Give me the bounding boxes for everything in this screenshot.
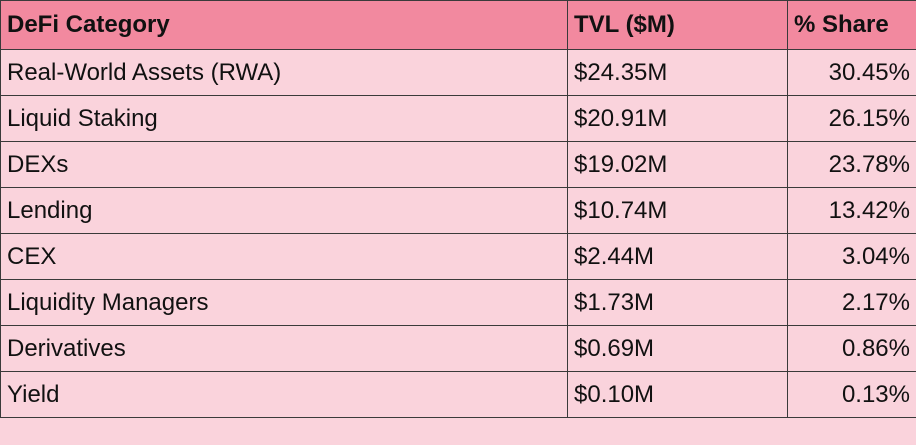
table-row: Yield $0.10M 0.13%: [0, 371, 916, 418]
category-cell: CEX: [0, 233, 568, 280]
tvl-cell: $1.73M: [567, 279, 788, 326]
table-row: Liquidity Managers $1.73M 2.17%: [0, 279, 916, 326]
defi-tvl-table: DeFi Category TVL ($M) % Share Real-Worl…: [0, 0, 916, 418]
tvl-cell: $24.35M: [567, 49, 788, 96]
share-cell: 23.78%: [787, 141, 916, 188]
table-row: Derivatives $0.69M 0.86%: [0, 325, 916, 372]
category-cell: Lending: [0, 187, 568, 234]
category-cell: Derivatives: [0, 325, 568, 372]
header-defi-category: DeFi Category: [0, 0, 568, 50]
share-cell: 3.04%: [787, 233, 916, 280]
tvl-cell: $19.02M: [567, 141, 788, 188]
category-cell: Liquidity Managers: [0, 279, 568, 326]
table-row: Liquid Staking $20.91M 26.15%: [0, 95, 916, 142]
category-cell: Yield: [0, 371, 568, 418]
tvl-cell: $20.91M: [567, 95, 788, 142]
category-cell: DEXs: [0, 141, 568, 188]
share-cell: 0.86%: [787, 325, 916, 372]
share-cell: 26.15%: [787, 95, 916, 142]
share-cell: 13.42%: [787, 187, 916, 234]
table-header-row: DeFi Category TVL ($M) % Share: [0, 0, 916, 50]
category-cell: Liquid Staking: [0, 95, 568, 142]
share-cell: 30.45%: [787, 49, 916, 96]
tvl-cell: $0.10M: [567, 371, 788, 418]
header-tvl: TVL ($M): [567, 0, 788, 50]
tvl-cell: $0.69M: [567, 325, 788, 372]
share-cell: 2.17%: [787, 279, 916, 326]
table-row: DEXs $19.02M 23.78%: [0, 141, 916, 188]
tvl-cell: $2.44M: [567, 233, 788, 280]
table-row: Real-World Assets (RWA) $24.35M 30.45%: [0, 49, 916, 96]
header-share: % Share: [787, 0, 916, 50]
table-row: CEX $2.44M 3.04%: [0, 233, 916, 280]
category-cell: Real-World Assets (RWA): [0, 49, 568, 96]
table-row: Lending $10.74M 13.42%: [0, 187, 916, 234]
share-cell: 0.13%: [787, 371, 916, 418]
tvl-cell: $10.74M: [567, 187, 788, 234]
